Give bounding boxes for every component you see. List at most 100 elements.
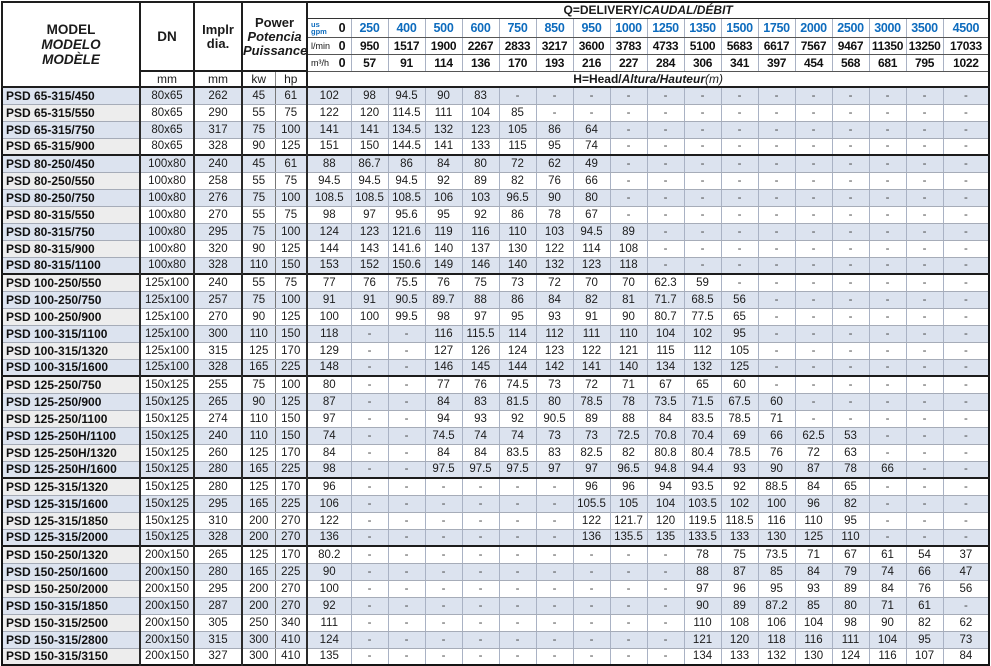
head-value-cell: - <box>388 648 426 666</box>
head-value-cell: 118.5 <box>721 512 759 530</box>
head-value-cell: 74 <box>573 138 611 156</box>
head-value-cell: - <box>906 529 944 547</box>
lmin-value-header: 2833 <box>498 36 537 55</box>
head-value-cell: 56 <box>721 291 759 309</box>
dn-cell: 150x125 <box>140 427 195 445</box>
head-value-cell: - <box>795 375 833 394</box>
model-cell: PSD 100-250/550 <box>2 273 141 292</box>
head-value-cell: - <box>795 223 833 241</box>
power-kw-cell: 125 <box>242 477 276 496</box>
head-value-cell: 81.5 <box>499 393 537 411</box>
head-value-cell: 89 <box>462 172 500 190</box>
head-value-cell: - <box>647 121 685 139</box>
head-value-cell: 53 <box>832 427 870 445</box>
head-value-cell: - <box>869 495 907 513</box>
impeller-dia-cell: 317 <box>194 121 243 139</box>
head-value-cell: - <box>499 87 537 105</box>
head-value-cell: 94.4 <box>684 461 722 479</box>
head-value-cell: - <box>351 495 389 513</box>
head-value-cell: - <box>943 172 990 190</box>
model-cell: PSD 150-315/3150 <box>2 648 141 666</box>
impeller-dia-cell: 328 <box>194 257 243 275</box>
head-value-cell: - <box>388 614 426 632</box>
head-value-cell: - <box>943 223 990 241</box>
head-value-cell: 76 <box>758 444 796 462</box>
m3h-zero-value: 0 <box>338 55 346 70</box>
head-value-cell: - <box>758 138 796 156</box>
head-value-cell: - <box>499 648 537 666</box>
dn-cell: 100x80 <box>140 206 195 224</box>
head-value-cell: - <box>462 495 500 513</box>
head-value-cell: 104 <box>462 104 500 122</box>
model-cell: PSD 150-315/2800 <box>2 631 141 649</box>
head-value-cell: 68.5 <box>684 291 722 309</box>
model-cell: PSD 150-315/1850 <box>2 597 141 615</box>
power-label-fr: Puissance <box>243 42 308 58</box>
power-kw-cell: 165 <box>242 461 276 479</box>
head-value-cell: 61 <box>906 597 944 615</box>
head-value-cell: - <box>536 87 574 105</box>
head-value-cell: 95 <box>425 206 463 224</box>
head-value-cell: 118 <box>307 325 352 343</box>
head-value-cell: 130 <box>795 648 833 666</box>
head-value-cell: 94.5 <box>351 172 389 190</box>
head-value-cell: - <box>388 375 426 394</box>
head-value-cell: - <box>610 563 648 581</box>
head-value-cell: 96 <box>721 580 759 598</box>
head-value-cell: 80 <box>536 393 574 411</box>
head-value-cell: 75 <box>721 545 759 564</box>
lmin-label: l/min <box>311 40 331 51</box>
head-value-cell: - <box>832 359 870 377</box>
head-value-cell: 112 <box>684 342 722 360</box>
head-value-cell: - <box>869 410 907 428</box>
head-value-cell: 104 <box>869 631 907 649</box>
head-value-cell: - <box>462 614 500 632</box>
head-value-cell: 78.5 <box>573 393 611 411</box>
head-value-cell: - <box>721 257 759 275</box>
power-kw-cell: 90 <box>242 393 276 411</box>
head-title-unit: (m) <box>704 71 723 86</box>
head-value-cell: 102 <box>307 87 352 105</box>
head-value-cell: - <box>536 631 574 649</box>
head-value-cell: 78.5 <box>721 444 759 462</box>
model-cell: PSD 125-315/2000 <box>2 529 141 547</box>
impeller-dia-cell: 274 <box>194 410 243 428</box>
head-value-cell: 132 <box>536 257 574 275</box>
head-value-cell: 82 <box>610 444 648 462</box>
head-value-cell: 87 <box>795 461 833 479</box>
head-value-cell: - <box>869 240 907 258</box>
head-value-cell: - <box>351 359 389 377</box>
head-value-cell: - <box>943 154 990 173</box>
head-value-cell: 125 <box>721 359 759 377</box>
dn-cell: 125x100 <box>140 273 195 292</box>
head-value-cell: 90 <box>610 308 648 326</box>
model-cell: PSD 100-315/1100 <box>2 325 141 343</box>
head-value-cell: - <box>536 597 574 615</box>
head-value-cell: 106 <box>425 189 463 207</box>
head-value-cell: 104 <box>647 495 685 513</box>
table-row: PSD 125-315/1320 150x125 280 125 170 96- - - - - -… <box>2 477 990 496</box>
lmin-zero-value: 0 <box>338 38 346 53</box>
head-title: H=Head/Altura/Hauteur(m) <box>306 70 991 88</box>
head-value-cell: 70 <box>573 273 611 292</box>
head-value-cell: - <box>906 87 944 105</box>
impeller-dia-cell: 328 <box>194 359 243 377</box>
head-value-cell: - <box>943 121 990 139</box>
table-row: PSD 65-315/900 80x65 328 90 125 151 150 144.5 14… <box>2 138 990 156</box>
head-value-cell: 74 <box>462 427 500 445</box>
head-value-cell: 137 <box>462 240 500 258</box>
head-value-cell: - <box>536 529 574 547</box>
gpm-value-header: 500 <box>424 17 463 38</box>
dn-cell: 100x80 <box>140 154 195 173</box>
head-value-cell: 61 <box>869 545 907 564</box>
head-value-cell: 74 <box>307 427 352 445</box>
head-value-cell: 64 <box>573 121 611 139</box>
power-kw-cell: 300 <box>242 648 276 666</box>
head-value-cell: - <box>869 121 907 139</box>
head-value-cell: 80.7 <box>647 308 685 326</box>
head-value-cell: 132 <box>425 121 463 139</box>
head-value-cell: 63 <box>832 444 870 462</box>
power-kw-cell: 125 <box>242 444 276 462</box>
head-value-cell: - <box>573 648 611 666</box>
head-value-cell: - <box>351 410 389 428</box>
